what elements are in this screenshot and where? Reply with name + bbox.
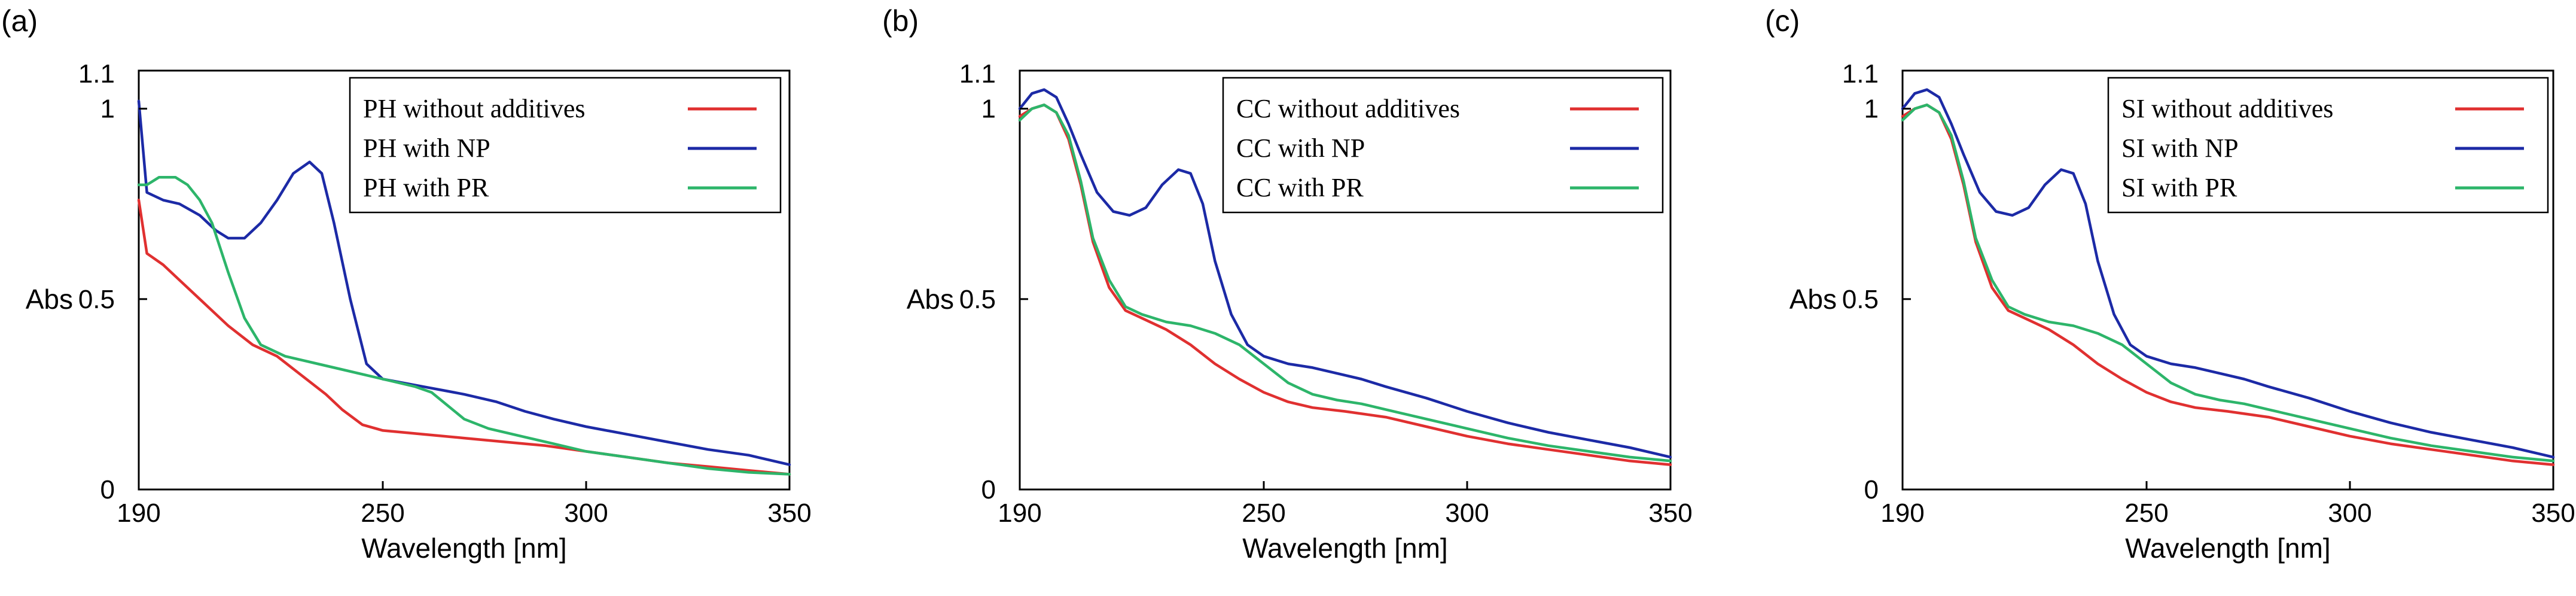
legend-label: CC without additives	[1236, 94, 1460, 123]
x-tick-label: 250	[1242, 498, 1285, 528]
chart-panel-a: (a) 190 250 300 350 0 0.5 1 1.1 Abs Wavelength [nm…	[1, 4, 812, 564]
chart-panel-c: (c) 190 250 300 350 0 0.5 1 1.1 Abs Wavelength [nm…	[1765, 4, 2575, 564]
y-tick-label: 1	[100, 95, 115, 124]
series-line-si-with-pr	[1901, 104, 2555, 463]
legend: CC without additives CC with NP CC with PR	[1222, 77, 1664, 214]
x-tick-label: 250	[2124, 498, 2168, 528]
legend: SI without additives SI with NP SI with PR	[2107, 77, 2549, 214]
series-line-ph-without-additives	[137, 199, 791, 476]
y-tick-label: 0.5	[1842, 285, 1879, 314]
legend-label: PH without additives	[363, 94, 586, 123]
legend-label: PH with PR	[363, 173, 489, 202]
y-axis-title: Abs	[26, 284, 73, 315]
x-tick-label: 190	[1880, 498, 1924, 528]
y-tick-label: 0	[981, 475, 996, 504]
series-line-cc-with-pr	[1018, 104, 1672, 463]
y-tick-label: 0	[1864, 475, 1879, 504]
legend: PH without additives PH with NP PH with PR	[349, 77, 782, 214]
legend-box	[2107, 77, 2549, 214]
y-tick-label: 0.5	[78, 285, 115, 314]
legend-label: SI without additives	[2121, 94, 2333, 123]
panel-label: (c)	[1765, 4, 1800, 38]
y-tick-label: 0.5	[959, 285, 996, 314]
x-tick-label: 300	[2328, 498, 2371, 528]
x-axis-title: Wavelength [nm]	[2125, 533, 2330, 564]
y-tick-label: 1	[981, 95, 996, 124]
y-axis-title: Abs	[1790, 284, 1837, 315]
x-axis-title: Wavelength [nm]	[1242, 533, 1447, 564]
series-line-si-with-np	[1901, 88, 2555, 459]
y-tick-label-top: 1.1	[959, 59, 996, 89]
x-tick-label: 300	[564, 498, 608, 528]
plot-frame	[1019, 69, 1672, 491]
x-tick-label: 190	[998, 498, 1041, 528]
legend-box	[1222, 77, 1664, 214]
panel-label: (b)	[882, 4, 919, 38]
y-tick-label: 1	[1864, 95, 1879, 124]
plot-frame	[138, 69, 791, 491]
panel-label: (a)	[1, 4, 38, 38]
legend-label: PH with NP	[363, 133, 490, 163]
x-tick-label: 350	[2531, 498, 2575, 528]
legend-label: SI with NP	[2121, 133, 2239, 163]
series-line-cc-with-np	[1018, 88, 1672, 459]
x-axis-title: Wavelength [nm]	[361, 533, 566, 564]
plot-frame	[1901, 69, 2554, 491]
legend-label: CC with PR	[1236, 173, 1364, 202]
x-tick-label: 250	[361, 498, 404, 528]
y-tick-label: 0	[100, 475, 115, 504]
x-tick-label: 190	[117, 498, 160, 528]
y-tick-label-top: 1.1	[78, 59, 115, 89]
x-tick-label: 300	[1445, 498, 1489, 528]
x-tick-label: 350	[1648, 498, 1692, 528]
legend-label: CC with NP	[1236, 133, 1365, 163]
y-tick-label-top: 1.1	[1842, 59, 1879, 89]
chart-panel-b: (b) 190 250 300 350 0 0.5 1 1.1 Abs Wavelength [nm…	[882, 4, 1693, 564]
legend-box	[349, 77, 782, 214]
x-tick-label: 350	[767, 498, 811, 528]
legend-label: SI with PR	[2121, 173, 2237, 202]
y-axis-title: Abs	[907, 284, 954, 315]
series-line-ph-with-pr	[137, 175, 791, 476]
